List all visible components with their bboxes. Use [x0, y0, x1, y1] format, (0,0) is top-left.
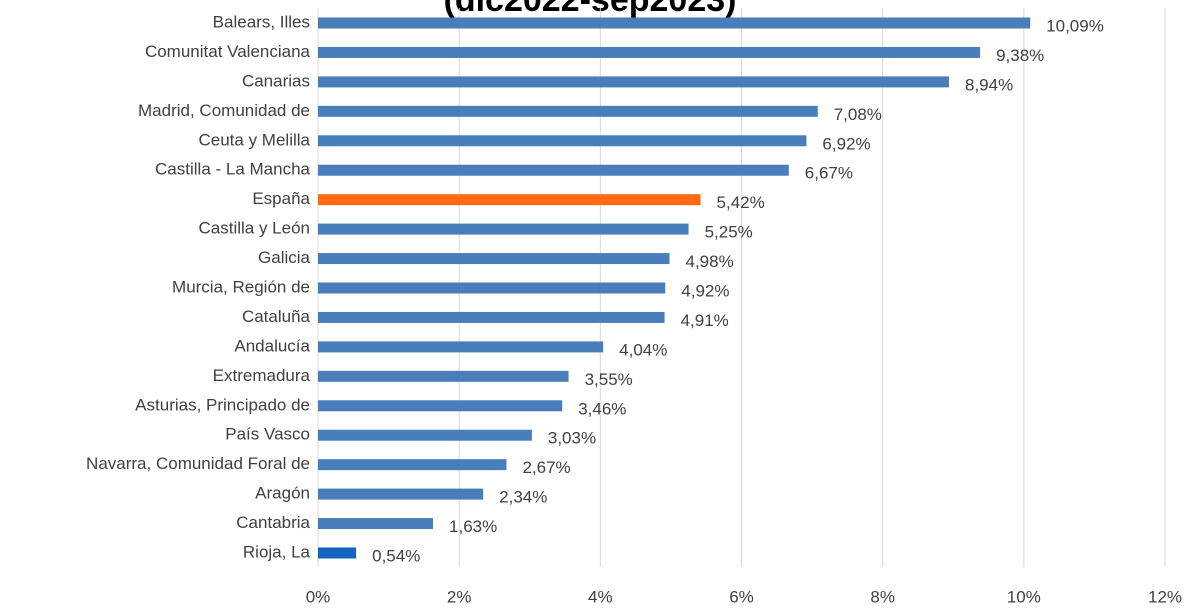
data-label: 4,91%	[681, 311, 729, 330]
y-tick-label: España	[252, 189, 310, 208]
x-tick-label: 8%	[870, 587, 895, 606]
bar	[318, 105, 818, 117]
data-label: 6,92%	[822, 134, 870, 153]
x-tick-label: 2%	[447, 587, 472, 606]
data-label: 2,34%	[499, 488, 547, 507]
data-label: 3,55%	[585, 370, 633, 389]
bar	[318, 370, 569, 382]
data-label: 2,67%	[522, 458, 570, 477]
bar	[318, 76, 950, 88]
x-tick-label: 10%	[1007, 587, 1041, 606]
y-tick-label: Cantabria	[236, 513, 310, 532]
y-tick-label: Castilla y León	[198, 219, 310, 238]
data-label: 3,46%	[578, 399, 626, 418]
y-tick-label: Murcia, Región de	[172, 277, 310, 296]
chart-title: (dic2022-sep2023)	[444, 0, 737, 19]
bar	[318, 282, 666, 294]
y-tick-label: País Vasco	[225, 425, 310, 444]
bar	[318, 17, 1031, 29]
data-label: 4,98%	[686, 252, 734, 271]
y-tick-label: Extremadura	[213, 366, 311, 385]
bar	[318, 223, 689, 235]
data-label: 4,92%	[681, 281, 729, 300]
data-label: 5,42%	[717, 193, 765, 212]
bar	[318, 547, 357, 559]
data-label: 9,38%	[996, 46, 1044, 65]
y-tick-label: Comunitat Valenciana	[145, 42, 311, 61]
y-tick-label: Cataluña	[242, 307, 311, 326]
bar	[318, 311, 665, 323]
bar	[318, 194, 701, 206]
data-label: 10,09%	[1046, 16, 1104, 35]
x-tick-label: 12%	[1148, 587, 1182, 606]
data-label: 8,94%	[965, 75, 1013, 94]
y-tick-label: Aragón	[255, 484, 310, 503]
y-tick-label: Balears, Illes	[213, 12, 310, 31]
y-tick-label: Castilla - La Mancha	[155, 160, 311, 179]
data-label: 3,03%	[548, 429, 596, 448]
bar	[318, 253, 670, 265]
y-tick-label: Rioja, La	[243, 542, 311, 561]
bar	[318, 429, 532, 441]
bar	[318, 135, 807, 147]
bar	[318, 400, 563, 412]
y-tick-label: Canarias	[242, 71, 310, 90]
y-tick-label: Galicia	[258, 248, 311, 267]
x-tick-label: 0%	[306, 587, 331, 606]
y-tick-label: Andalucía	[234, 336, 310, 355]
y-tick-label: Asturias, Principado de	[135, 395, 310, 414]
bar	[318, 488, 484, 500]
bar	[318, 459, 507, 471]
bar	[318, 46, 981, 58]
x-tick-label: 4%	[588, 587, 613, 606]
bar	[318, 164, 789, 176]
data-label: 6,67%	[805, 164, 853, 183]
y-tick-label: Madrid, Comunidad de	[138, 101, 310, 120]
x-tick-label: 6%	[729, 587, 754, 606]
data-label: 0,54%	[372, 546, 420, 565]
bar	[318, 341, 604, 353]
data-label: 7,08%	[834, 105, 882, 124]
bar	[318, 518, 434, 530]
data-label: 1,63%	[449, 517, 497, 536]
data-label: 5,25%	[705, 223, 753, 242]
y-tick-label: Ceuta y Melilla	[199, 130, 311, 149]
y-tick-label: Navarra, Comunidad Foral de	[86, 454, 310, 473]
data-label: 4,04%	[619, 340, 667, 359]
